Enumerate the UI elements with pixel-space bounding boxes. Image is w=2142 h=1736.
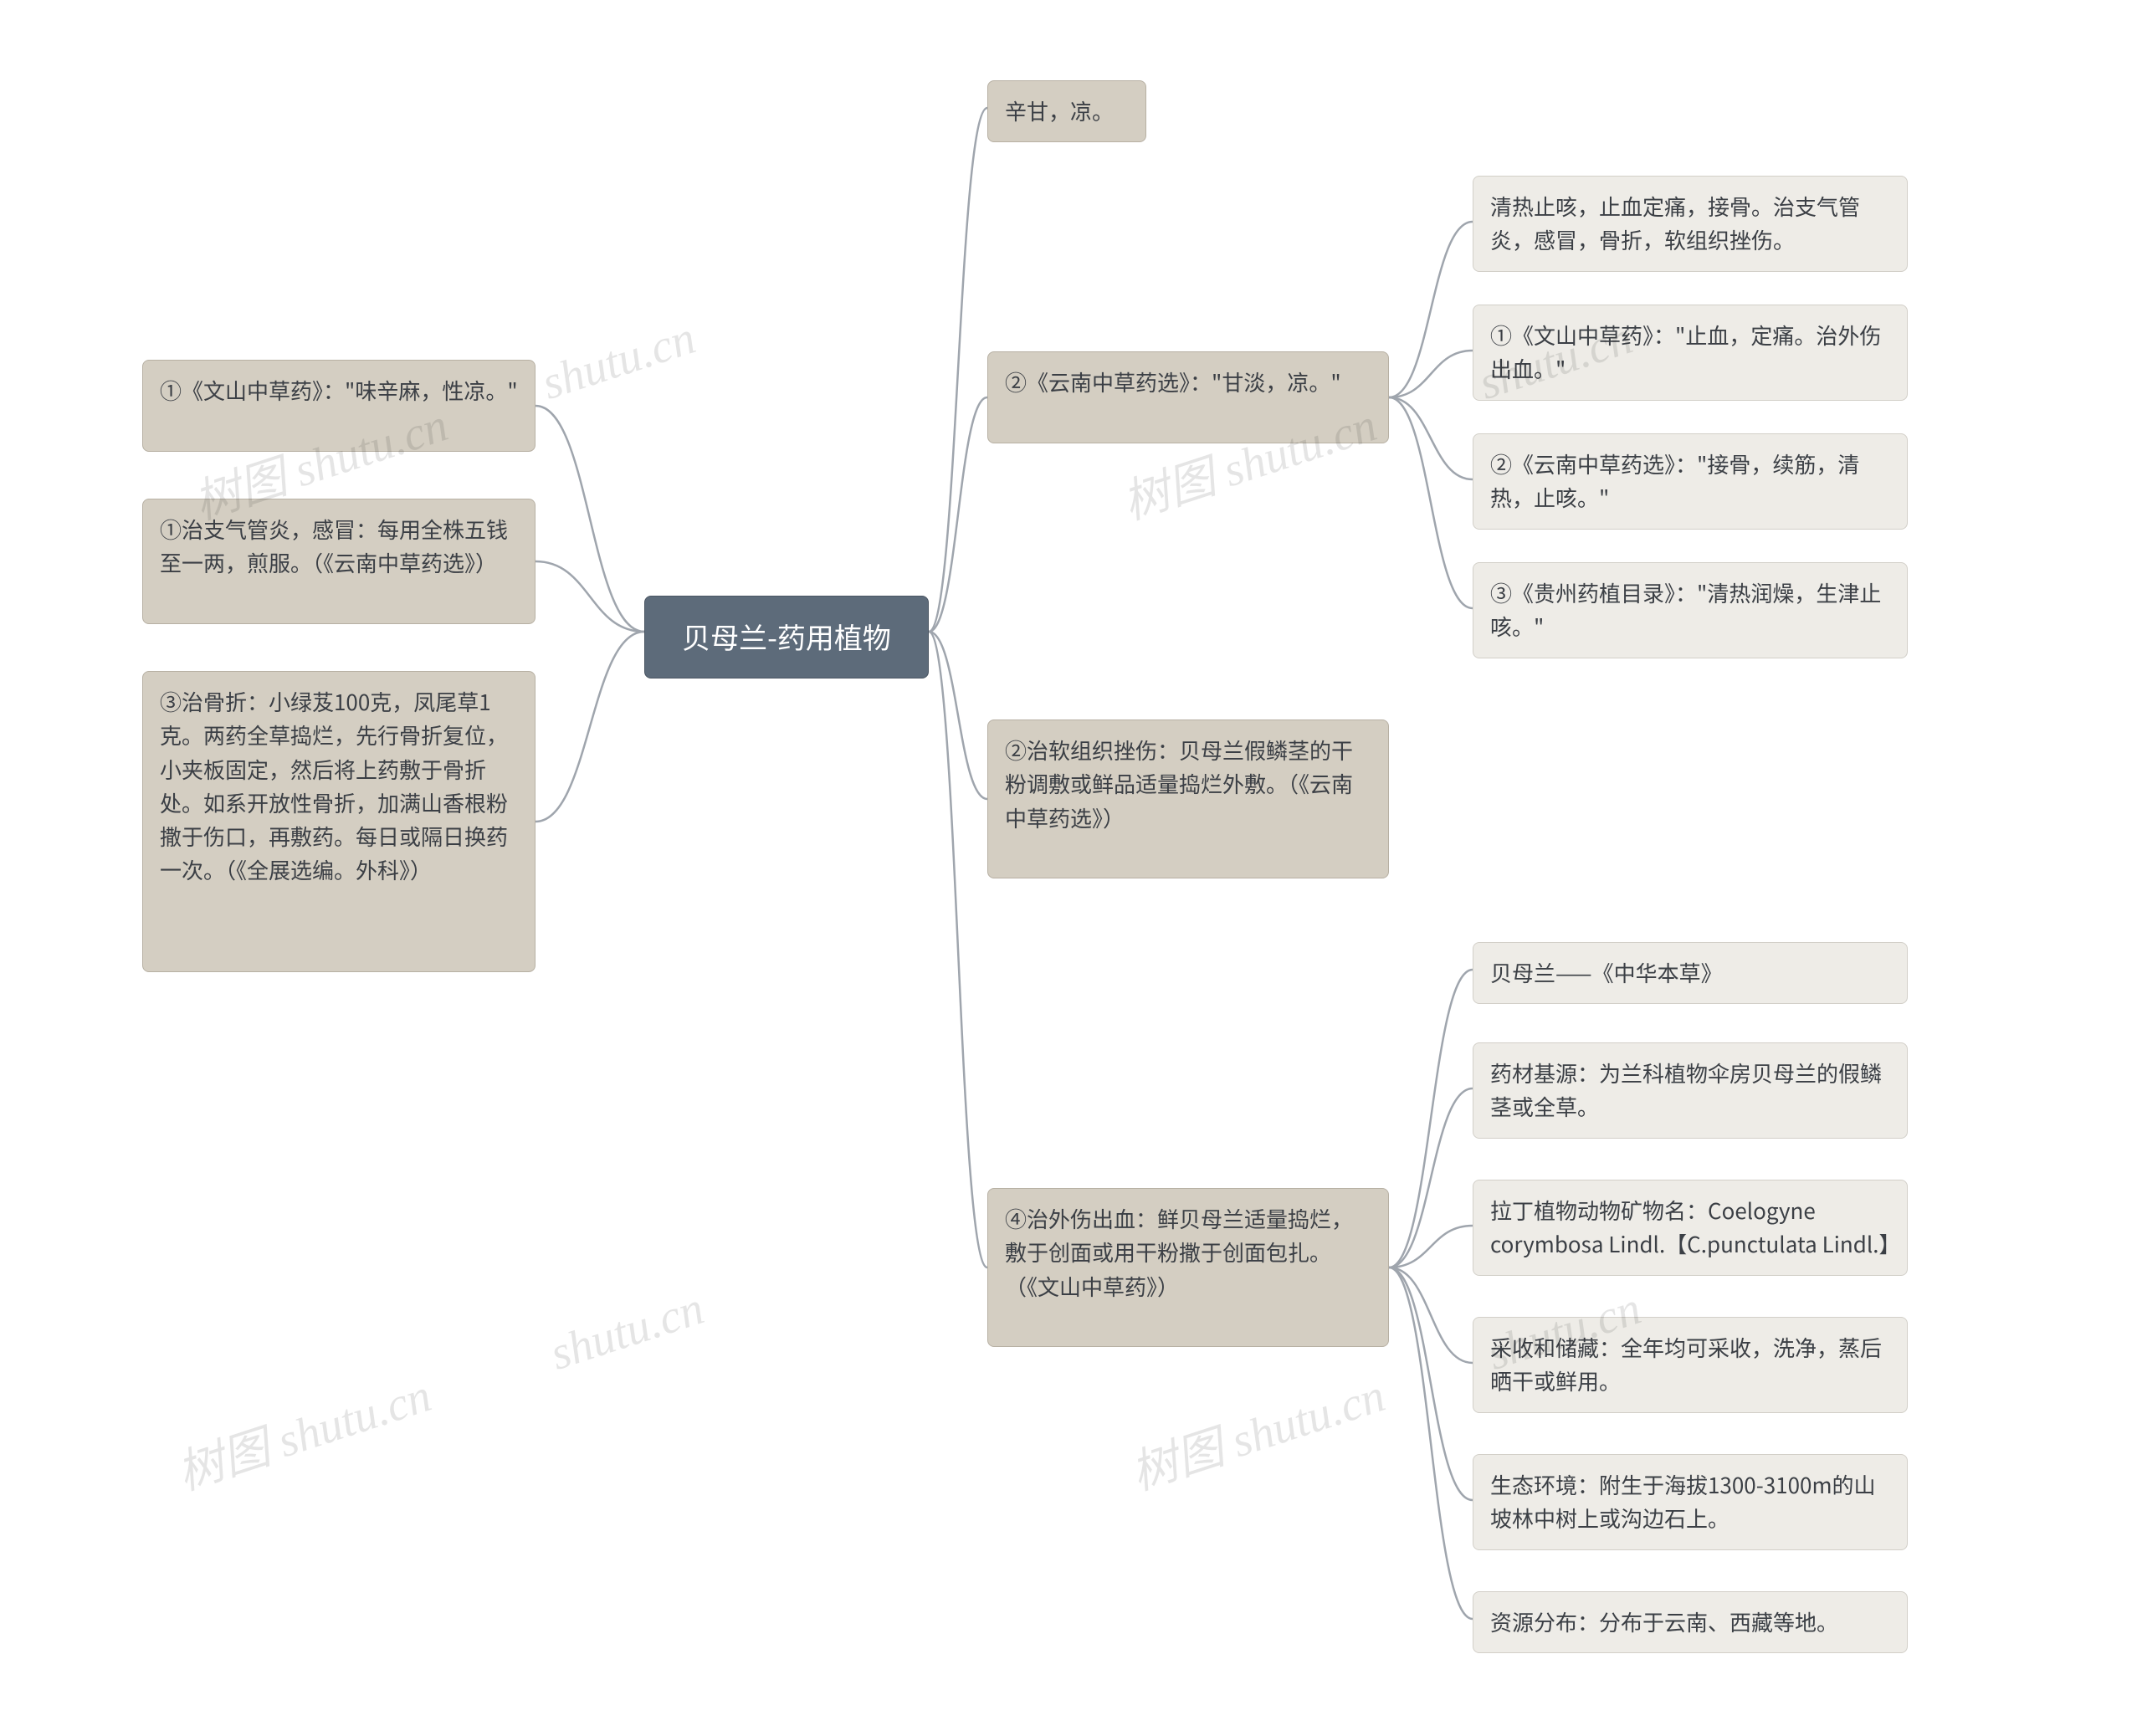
- watermark-2: shutu.cn: [536, 311, 702, 411]
- right-branch-1: 辛甘，凉。: [987, 80, 1146, 142]
- mindmap-canvas: { "colors": { "root_bg": "#5d6b7a", "roo…: [0, 0, 2142, 1736]
- right-branch-4-leaf-2: 药材基源：为兰科植物伞房贝母兰的假鳞茎或全草。: [1473, 1042, 1908, 1139]
- edge-right-2-to-leaf-3: [1389, 397, 1473, 479]
- left-branch-2: ①治支气管炎，感冒：每用全株五钱至一两，煎服。（《云南中草药选》）: [142, 499, 536, 624]
- right-branch-4-leaf-4: 采收和储藏：全年均可采收，洗净，蒸后晒干或鲜用。: [1473, 1317, 1908, 1413]
- edge-right-4-to-leaf-6: [1389, 1267, 1473, 1619]
- right-branch-2-leaf-3: ②《云南中草药选》："接骨，续筋，清热，止咳。": [1473, 433, 1908, 530]
- right-branch-4-leaf-1: 贝母兰——《中华本草》: [1473, 942, 1908, 1004]
- right-branch-3: ②治软组织挫伤：贝母兰假鳞茎的干粉调敷或鲜品适量捣烂外敷。（《云南中草药选》）: [987, 719, 1389, 878]
- edge-right-4-to-leaf-3: [1389, 1226, 1473, 1267]
- edge-right-4-to-leaf-4: [1389, 1267, 1473, 1363]
- edge-root-to-left-3: [536, 632, 644, 822]
- edge-right-4-to-leaf-1: [1389, 970, 1473, 1267]
- edge-root-to-right-3: [929, 632, 987, 799]
- edge-right-2-to-leaf-4: [1389, 397, 1473, 608]
- right-branch-2-leaf-4: ③《贵州药植目录》："清热润燥，生津止咳。": [1473, 562, 1908, 658]
- edge-right-4-to-leaf-5: [1389, 1267, 1473, 1500]
- edge-right-2-to-leaf-2: [1389, 351, 1473, 397]
- right-branch-4-leaf-6: 资源分布：分布于云南、西藏等地。: [1473, 1591, 1908, 1653]
- right-branch-4: ④治外伤出血：鲜贝母兰适量捣烂，敷于创面或用干粉撒于创面包扎。（《文山中草药》）: [987, 1188, 1389, 1347]
- left-branch-1: ①《文山中草药》："味辛麻，性凉。": [142, 360, 536, 452]
- right-branch-2: ②《云南中草药选》："甘淡，凉。": [987, 351, 1389, 443]
- edge-right-2-to-leaf-1: [1389, 222, 1473, 397]
- left-branch-3: ③治骨折：小绿芨100克，凤尾草1克。两药全草捣烂，先行骨折复位，小夹板固定，然…: [142, 671, 536, 972]
- watermark-7: 树图 shutu.cn: [1121, 1358, 1392, 1503]
- right-branch-4-leaf-3: 拉丁植物动物矿物名：Coelogyne corymbosa Lindl.【C.p…: [1473, 1180, 1908, 1276]
- root-node: 贝母兰-药用植物: [644, 596, 929, 679]
- edge-root-to-left-2: [536, 561, 644, 632]
- edge-right-4-to-leaf-2: [1389, 1088, 1473, 1267]
- right-branch-4-leaf-5: 生态环境：附生于海拔1300-3100m的山坡林中树上或沟边石上。: [1473, 1454, 1908, 1550]
- right-branch-2-leaf-2: ①《文山中草药》："止血，定痛。治外伤出血。": [1473, 305, 1908, 401]
- edge-root-to-right-2: [929, 397, 987, 632]
- edge-root-to-right-4: [929, 632, 987, 1267]
- edge-root-to-right-1: [929, 108, 987, 632]
- edge-root-to-left-1: [536, 406, 644, 632]
- watermark-4: shutu.cn: [544, 1282, 710, 1381]
- right-branch-2-leaf-1: 清热止咳，止血定痛，接骨。治支气管炎，感冒，骨折，软组织挫伤。: [1473, 176, 1908, 272]
- watermark-3: 树图 shutu.cn: [167, 1358, 438, 1503]
